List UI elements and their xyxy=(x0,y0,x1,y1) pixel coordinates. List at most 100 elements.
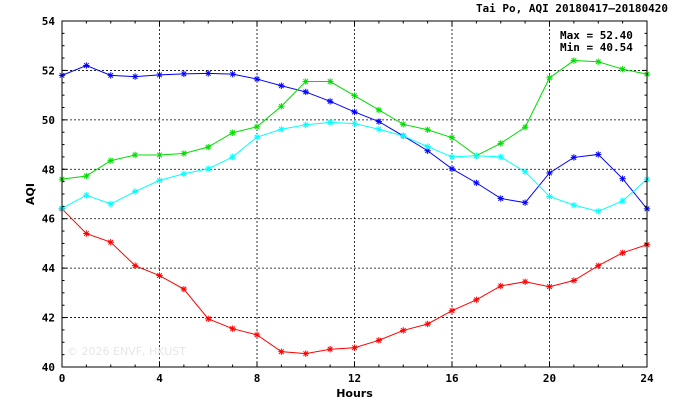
data-point xyxy=(278,126,285,133)
marker-stroke xyxy=(303,89,309,95)
y-tick-label: 44 xyxy=(42,262,56,275)
data-point xyxy=(521,278,529,285)
marker-stroke xyxy=(278,349,285,355)
marker-stroke xyxy=(571,202,577,208)
data-point xyxy=(546,74,553,82)
data-point xyxy=(595,151,602,158)
marker-stroke xyxy=(327,78,333,85)
marker-stroke xyxy=(108,157,114,164)
marker-stroke xyxy=(327,119,333,125)
marker-stroke xyxy=(473,153,480,159)
data-point xyxy=(205,165,212,172)
marker-stroke xyxy=(351,109,358,115)
marker-stroke xyxy=(473,180,480,186)
data-point xyxy=(278,348,285,355)
data-point xyxy=(497,140,504,147)
marker-stroke xyxy=(156,152,163,158)
y-tick-label: 52 xyxy=(42,64,55,77)
marker-stroke xyxy=(351,120,358,127)
data-point xyxy=(375,126,383,133)
data-point xyxy=(448,153,456,161)
marker-stroke xyxy=(83,192,90,198)
marker-stroke xyxy=(595,151,601,158)
data-point xyxy=(156,272,163,279)
marker-stroke xyxy=(449,134,455,141)
data-point xyxy=(229,129,236,136)
marker-stroke xyxy=(254,134,260,140)
data-point xyxy=(375,106,383,114)
data-point xyxy=(546,193,553,200)
data-point xyxy=(302,78,309,85)
data-point xyxy=(375,337,383,344)
marker-stroke xyxy=(132,188,138,195)
data-point xyxy=(302,350,309,357)
marker-stroke xyxy=(254,124,260,130)
marker-stroke xyxy=(424,143,431,150)
marker-stroke xyxy=(522,124,528,130)
marker-stroke xyxy=(132,263,138,269)
data-point xyxy=(253,123,261,130)
marker-stroke xyxy=(181,286,187,292)
marker-stroke xyxy=(424,148,431,154)
data-point xyxy=(205,315,212,323)
data-point xyxy=(180,285,188,293)
marker-stroke xyxy=(376,126,382,132)
x-axis-label: Hours xyxy=(336,387,373,400)
data-point xyxy=(302,88,309,96)
data-point xyxy=(570,277,578,284)
data-point xyxy=(595,58,602,65)
data-point xyxy=(448,307,456,314)
data-point xyxy=(351,92,358,99)
marker-stroke xyxy=(595,263,601,269)
marker-stroke xyxy=(619,250,626,256)
marker-stroke xyxy=(278,126,285,132)
data-point xyxy=(375,118,383,125)
marker-stroke xyxy=(303,122,309,128)
marker-stroke xyxy=(619,198,626,204)
data-point xyxy=(180,170,188,177)
marker-stroke xyxy=(424,321,431,327)
data-point xyxy=(253,75,261,83)
marker-stroke xyxy=(351,92,358,99)
data-point xyxy=(131,73,139,80)
marker-stroke xyxy=(205,70,211,77)
data-point xyxy=(326,78,334,85)
marker-stroke xyxy=(132,152,138,158)
data-point xyxy=(83,192,90,199)
data-point xyxy=(205,143,212,151)
data-point xyxy=(326,98,334,105)
data-point xyxy=(400,327,407,334)
max-annotation: Max = 52.40 xyxy=(560,29,633,42)
marker-stroke xyxy=(571,154,577,161)
marker-stroke xyxy=(83,173,90,179)
marker-stroke xyxy=(449,154,455,160)
marker-stroke xyxy=(156,272,163,279)
data-point xyxy=(497,195,504,202)
data-point xyxy=(424,126,431,133)
x-tick-label: 4 xyxy=(156,372,163,385)
data-point xyxy=(107,238,114,246)
y-tick-label: 40 xyxy=(42,361,55,374)
data-point xyxy=(302,121,309,128)
min-annotation: Min = 40.54 xyxy=(560,41,633,54)
data-point xyxy=(131,151,139,159)
data-point xyxy=(570,154,578,161)
marker-stroke xyxy=(132,73,138,80)
watermark: © 2026 ENVF, HKUST xyxy=(67,345,186,358)
marker-stroke xyxy=(205,316,211,322)
data-point xyxy=(156,151,163,159)
y-axis-label: AQI xyxy=(24,183,37,205)
stats-annotation: Max = 52.40 Min = 40.54 xyxy=(560,30,633,54)
data-point xyxy=(229,70,236,78)
marker-stroke xyxy=(400,121,406,127)
data-point xyxy=(205,70,212,77)
data-point xyxy=(131,188,139,195)
data-point xyxy=(619,249,626,257)
series-3 xyxy=(58,119,651,215)
marker-stroke xyxy=(229,326,236,332)
marker-stroke xyxy=(303,78,309,85)
data-point xyxy=(156,71,163,79)
marker-stroke xyxy=(108,201,114,207)
marker-stroke xyxy=(303,350,309,357)
